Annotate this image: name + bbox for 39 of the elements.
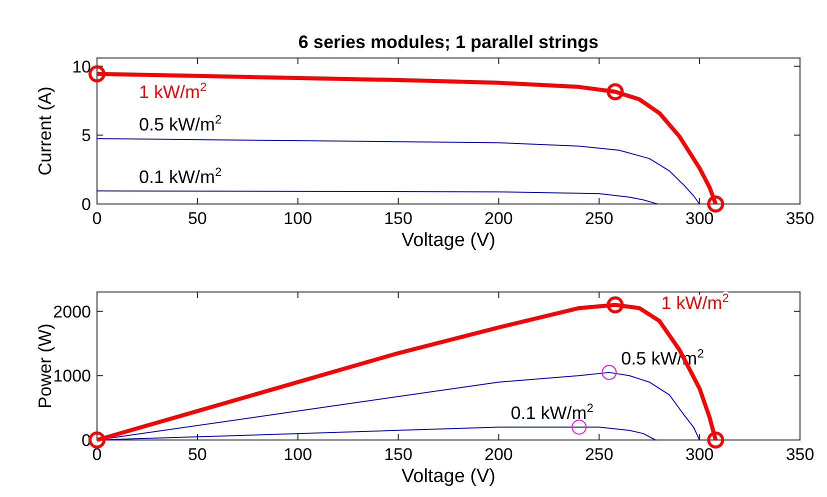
series-label: 1 kW/m$^{2}$ — [661, 290, 730, 313]
point — [707, 196, 724, 212]
x-tick-label: 100 — [284, 209, 312, 228]
y-tick-label: 1000 — [53, 366, 91, 386]
y-axis-title: Power (W) — [35, 324, 55, 408]
y-tick-label: 2000 — [53, 302, 91, 322]
y-tick-label: 10 — [72, 57, 91, 76]
point — [707, 432, 724, 448]
x-tick-label: 200 — [484, 445, 513, 464]
x-tick-label: 300 — [685, 209, 714, 228]
x-tick-label: 250 — [584, 445, 614, 464]
x-tick-label: 300 — [685, 445, 714, 464]
series-label: 1 kW/m$^{2}$ — [139, 80, 207, 102]
point — [572, 420, 587, 435]
chart-title: 6 series modules; 1 parallel strings — [298, 32, 599, 52]
line-series — [96, 138, 700, 204]
x-axis-title: Voltage (V) — [402, 230, 496, 251]
x-axis-title: Voltage (V) — [402, 466, 496, 487]
series-label: 0.5 kW/m$^{2}$ — [139, 112, 222, 135]
y-axis-title: Current (A) — [35, 86, 55, 176]
x-tick-label: 50 — [188, 445, 207, 464]
point — [88, 65, 106, 82]
y-tick-label: 5 — [82, 126, 91, 146]
point — [88, 432, 106, 448]
x-tick-label: 100 — [284, 445, 312, 464]
x-tick-label: 150 — [384, 445, 412, 464]
line-series — [96, 190, 658, 204]
x-tick-label: 200 — [484, 209, 513, 228]
series-label: 0.1 kW/m$^{2}$ — [510, 401, 594, 424]
y-tick-label: 0 — [82, 195, 91, 214]
x-tick-label: 350 — [786, 209, 814, 228]
point — [606, 83, 624, 100]
series-label: 0.1 kW/m$^{2}$ — [139, 164, 222, 187]
point — [606, 296, 624, 314]
x-tick-label: 50 — [188, 209, 207, 228]
x-tick-label: 150 — [384, 209, 412, 228]
point — [602, 364, 617, 380]
x-tick-label: 350 — [786, 445, 814, 464]
x-tick-label: 250 — [584, 209, 614, 228]
